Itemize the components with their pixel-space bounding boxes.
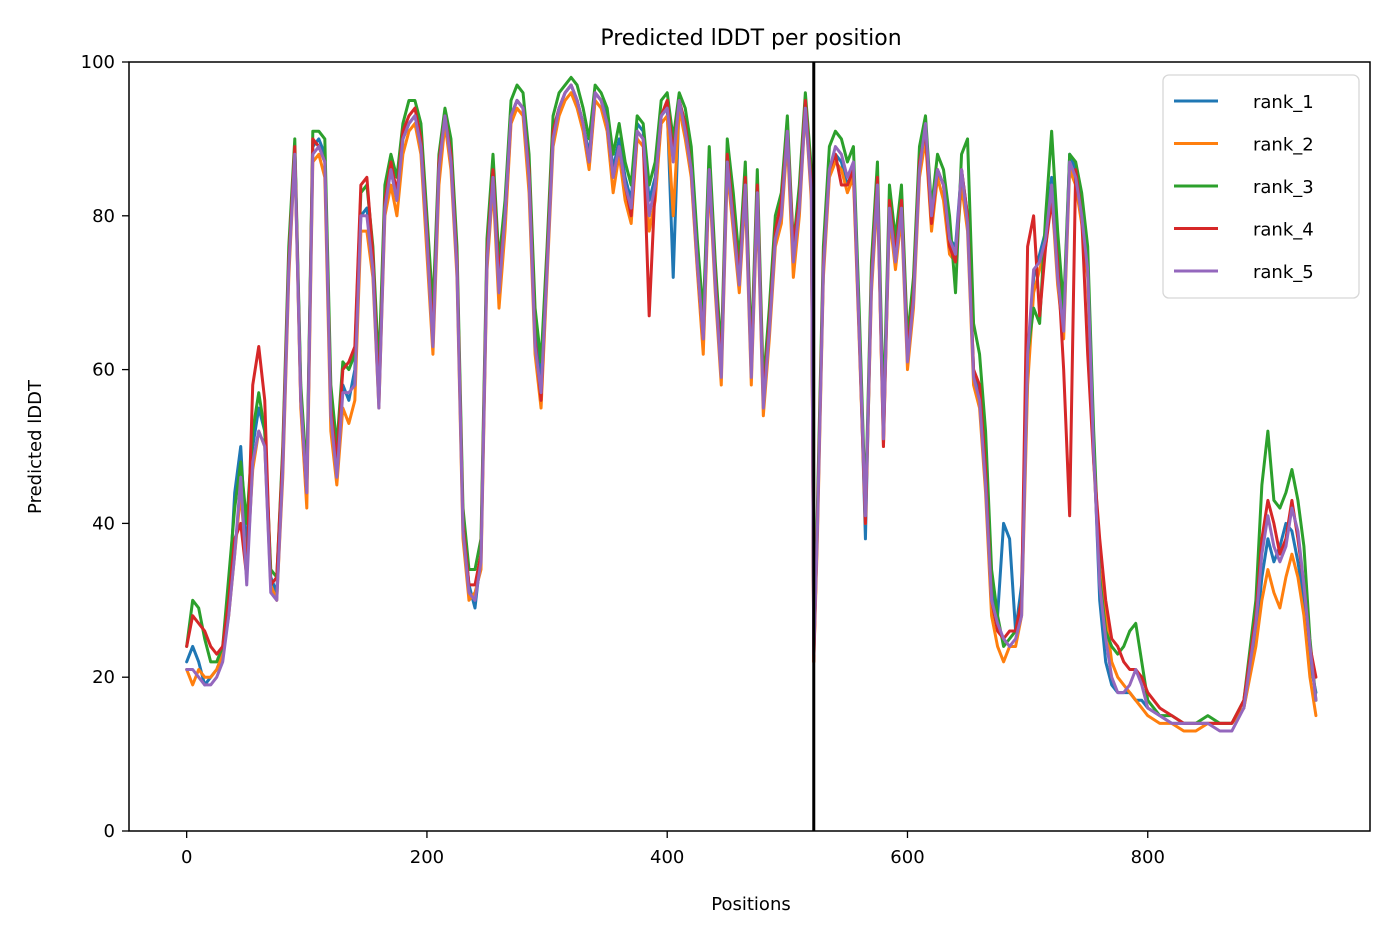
legend-label-rank_5: rank_5 [1253, 262, 1314, 283]
y-tick-label: 80 [92, 206, 115, 227]
x-axis-label: Positions [711, 894, 790, 915]
x-tick-label: 600 [890, 847, 924, 868]
legend-items: rank_1 rank_2 rank_3 rank_4 rank_5 [1174, 92, 1314, 283]
series-line-rank_1 [185, 83, 1318, 725]
x-tick-label: 200 [410, 847, 444, 868]
y-tick-label: 20 [92, 667, 115, 688]
chart-title: Predicted lDDT per position [600, 26, 901, 51]
x-tick-label: 400 [650, 847, 684, 868]
legend-label-rank_3: rank_3 [1253, 177, 1314, 198]
x-tick-label: 0 [181, 847, 192, 868]
legend-label-rank_4: rank_4 [1253, 220, 1314, 241]
y-tick-label: 40 [92, 513, 115, 534]
legend: rank_1 rank_2 rank_3 rank_4 rank_5 [1162, 74, 1360, 299]
series-line-rank_2 [185, 91, 1318, 733]
x-axis-ticks: 0 200 400 600 800 [181, 831, 1165, 868]
y-tick-label: 100 [81, 52, 115, 73]
legend-label-rank_2: rank_2 [1253, 135, 1314, 156]
legend-box [1162, 74, 1360, 299]
series-line-rank_5 [185, 83, 1318, 733]
y-tick-label: 0 [104, 821, 115, 842]
series-line-rank_4 [185, 83, 1318, 725]
y-tick-label: 60 [92, 360, 115, 381]
y-axis-ticks: 0 20 40 60 80 100 [81, 52, 129, 842]
plot-area-frame [128, 61, 1371, 832]
series-layer [185, 75, 1318, 733]
x-tick-label: 800 [1131, 847, 1165, 868]
legend-label-rank_1: rank_1 [1253, 92, 1314, 113]
y-axis-label: Predicted lDDT [25, 379, 46, 514]
